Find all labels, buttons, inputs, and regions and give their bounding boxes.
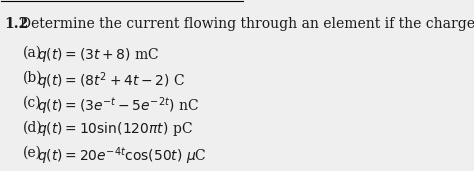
Text: 1.2: 1.2: [4, 17, 28, 31]
Text: $q(t) = (3e^{-t} - 5e^{-2t})$ nC: $q(t) = (3e^{-t} - 5e^{-2t})$ nC: [37, 96, 199, 117]
Text: $q(t) = 10\sin(120\pi t)$ pC: $q(t) = 10\sin(120\pi t)$ pC: [37, 120, 193, 139]
Text: $q(t) = 20e^{-4t}\cos(50t)$ $\mu$C: $q(t) = 20e^{-4t}\cos(50t)$ $\mu$C: [37, 145, 207, 167]
Text: Determine the current flowing through an element if the charge flow is given by: Determine the current flowing through an…: [20, 17, 474, 31]
Text: (d): (d): [23, 120, 43, 134]
Text: (b): (b): [23, 71, 43, 85]
Text: (e): (e): [23, 145, 42, 159]
Text: (a): (a): [23, 46, 42, 60]
Text: (c): (c): [23, 96, 42, 110]
Text: $q(t) = (8t^2 + 4t - 2)$ C: $q(t) = (8t^2 + 4t - 2)$ C: [37, 71, 185, 93]
Text: $q(t) = (3t + 8)$ mC: $q(t) = (3t + 8)$ mC: [37, 46, 160, 64]
